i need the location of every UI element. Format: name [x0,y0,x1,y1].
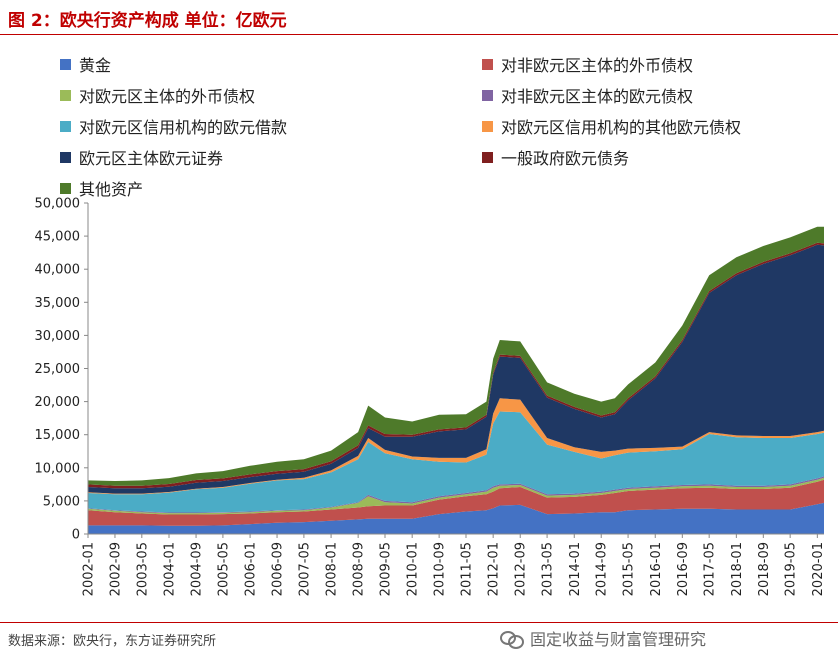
legend-item: 一般政府欧元债务 [482,145,629,169]
legend-swatch [482,120,493,132]
series-area [88,411,824,513]
legend-swatch [60,89,71,101]
y-tick-label: 40,000 [35,263,81,278]
source-note: 数据来源：欧央行，东方证券研究所 [8,634,217,649]
y-tick-label: 35,000 [35,296,81,311]
legend-label: 对非欧元区主体的欧元债权 [501,87,694,106]
legend-item: 对欧元区信用机构的欧元借款 [60,114,287,138]
y-tick-label: 50,000 [35,197,81,212]
y-tick-label: 20,000 [35,395,81,410]
legend-swatch [60,58,71,70]
x-tick-label: 2002-09 [108,542,123,596]
legend-label: 对欧元区主体的外币债权 [79,87,256,106]
x-tick-label: 2011-05 [459,542,474,596]
x-tick-label: 2008-01 [325,542,340,596]
y-tick-label: 10,000 [35,461,81,476]
footer-rule [0,622,838,623]
legend-swatch [60,151,71,163]
x-tick-label: 2006-09 [271,542,286,596]
series-area [88,226,824,486]
x-tick-label: 2003-05 [135,542,150,596]
series-area [88,476,824,514]
legend-item: 对欧元区信用机构的其他欧元债权 [482,114,741,138]
legend-label: 一般政府欧元债务 [501,149,630,168]
chart-title: 图 2：欧央行资产构成 单位：亿欧元 [8,11,287,31]
legend-label: 其他资产 [79,180,144,199]
x-tick-label: 2010-01 [406,542,421,596]
x-tick-label: 2014-09 [595,542,610,596]
x-tick-label: 2012-01 [487,542,502,596]
x-tick-label: 2017-05 [703,542,718,596]
x-tick-label: 2009-05 [378,542,393,596]
legend-label: 欧元区主体欧元证券 [79,149,224,168]
legend-item: 欧元区主体欧元证券 [60,145,223,169]
x-tick-label: 2012-09 [514,542,529,596]
legend-item: 其他资产 [60,176,143,200]
watermark-text: 固定收益与财富管理研究 [530,630,707,649]
title-rule [0,34,838,35]
series-area [88,502,824,534]
x-tick-label: 2004-01 [162,542,177,596]
series-area [88,477,824,515]
x-tick-label: 2004-09 [190,542,205,596]
y-tick-label: 0 [72,528,80,543]
series-area [88,479,824,526]
y-tick-label: 25,000 [35,362,81,377]
x-tick-label: 2014-01 [568,542,583,596]
y-tick-label: 15,000 [35,428,81,443]
x-tick-label: 2018-09 [757,542,772,596]
y-tick-label: 30,000 [35,329,81,344]
x-tick-label: 2016-01 [649,542,664,596]
legend-item: 对欧元区主体的外币债权 [60,83,255,107]
y-tick-label: 45,000 [35,230,81,245]
x-tick-label: 2020-01 [811,542,826,596]
watermark: 固定收益与财富管理研究 [500,626,706,650]
legend-swatch [60,182,71,194]
x-tick-label: 2008-09 [352,542,367,596]
legend-label: 对欧元区信用机构的其他欧元债权 [501,118,742,137]
legend-swatch [482,151,493,163]
legend-label: 对非欧元区主体的外币债权 [501,56,694,75]
legend-item: 对非欧元区主体的欧元债权 [482,83,693,107]
y-tick-label: 5,000 [43,494,80,509]
x-tick-label: 2006-01 [244,542,259,596]
x-tick-label: 2005-05 [216,542,231,596]
legend-swatch [60,120,71,132]
chart-area: 0 5,000 10,000 15,000 20,000 25,000 30,000 35,0… [35,197,826,597]
x-tick-label: 2019-05 [784,542,799,596]
legend-label: 黄金 [79,56,112,75]
series-area [88,244,824,494]
x-tick-label: 2013-05 [541,542,556,596]
legend-swatch [482,89,493,101]
x-tick-label: 2010-09 [433,542,448,596]
x-tick-label: 2002-01 [82,542,97,596]
legend-item: 对非欧元区主体的外币债权 [482,52,693,76]
x-tick-label: 2016-09 [676,542,691,596]
x-tick-label: 2007-05 [297,542,312,596]
x-tick-label: 2018-01 [730,542,745,596]
wechat-icon [500,629,524,649]
legend-item: 黄金 [60,52,111,76]
x-tick-label: 2015-05 [622,542,637,596]
legend-label: 对欧元区信用机构的欧元借款 [79,118,288,137]
legend-swatch [482,58,493,70]
